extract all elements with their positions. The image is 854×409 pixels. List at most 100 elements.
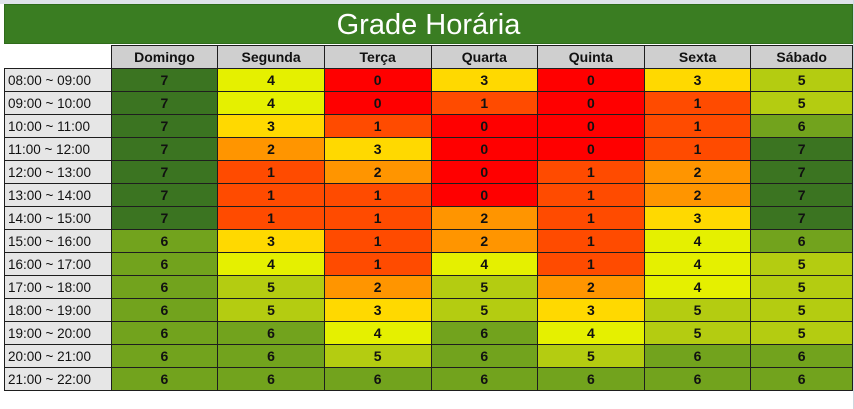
availability-cell[interactable]: 5 [643,298,752,322]
availability-cell[interactable]: 3 [217,229,325,253]
availability-cell[interactable]: 4 [217,91,325,115]
day-header-sexta[interactable]: Sexta [643,45,752,69]
availability-cell[interactable]: 0 [430,183,539,207]
availability-cell[interactable]: 5 [750,68,853,92]
availability-cell[interactable]: 1 [537,160,645,184]
time-slot-label[interactable]: 20:00 ~ 21:00 [4,344,112,368]
time-slot-label[interactable]: 11:00 ~ 12:00 [4,137,112,161]
availability-cell[interactable]: 6 [643,344,752,368]
availability-cell[interactable]: 5 [323,344,432,368]
availability-cell[interactable]: 3 [217,114,325,138]
availability-cell[interactable]: 7 [110,160,219,184]
time-slot-label[interactable]: 15:00 ~ 16:00 [4,229,112,253]
availability-cell[interactable]: 0 [537,137,645,161]
availability-cell[interactable]: 5 [430,275,539,299]
availability-cell[interactable]: 6 [537,367,645,391]
availability-cell[interactable]: 6 [110,252,219,276]
availability-cell[interactable]: 2 [643,160,752,184]
day-header-domingo[interactable]: Domingo [110,45,219,69]
day-header-segunda[interactable]: Segunda [217,45,325,69]
availability-cell[interactable]: 6 [750,367,853,391]
availability-cell[interactable]: 2 [323,160,432,184]
availability-cell[interactable]: 7 [110,137,219,161]
availability-cell[interactable]: 0 [430,160,539,184]
availability-cell[interactable]: 1 [217,206,325,230]
availability-cell[interactable]: 2 [537,275,645,299]
availability-cell[interactable]: 6 [323,367,432,391]
time-slot-label[interactable]: 12:00 ~ 13:00 [4,160,112,184]
availability-cell[interactable]: 6 [110,321,219,345]
availability-cell[interactable]: 1 [323,229,432,253]
availability-cell[interactable]: 5 [750,252,853,276]
availability-cell[interactable]: 4 [430,252,539,276]
availability-cell[interactable]: 6 [643,367,752,391]
availability-cell[interactable]: 1 [323,183,432,207]
availability-cell[interactable]: 0 [323,91,432,115]
availability-cell[interactable]: 1 [430,91,539,115]
time-slot-label[interactable]: 16:00 ~ 17:00 [4,252,112,276]
corner-cell[interactable] [4,45,112,69]
availability-cell[interactable]: 1 [537,229,645,253]
time-slot-label[interactable]: 17:00 ~ 18:00 [4,275,112,299]
availability-cell[interactable]: 7 [110,68,219,92]
availability-cell[interactable]: 5 [750,321,853,345]
availability-cell[interactable]: 7 [750,206,853,230]
availability-cell[interactable]: 6 [217,367,325,391]
availability-cell[interactable]: 7 [750,183,853,207]
availability-cell[interactable]: 0 [323,68,432,92]
availability-cell[interactable]: 6 [217,321,325,345]
availability-cell[interactable]: 0 [430,114,539,138]
time-slot-label[interactable]: 08:00 ~ 09:00 [4,68,112,92]
availability-cell[interactable]: 3 [643,68,752,92]
availability-cell[interactable]: 7 [110,114,219,138]
availability-cell[interactable]: 2 [217,137,325,161]
availability-cell[interactable]: 3 [323,298,432,322]
availability-cell[interactable]: 1 [323,206,432,230]
availability-cell[interactable]: 1 [323,252,432,276]
availability-cell[interactable]: 2 [323,275,432,299]
availability-cell[interactable]: 6 [110,298,219,322]
availability-cell[interactable]: 5 [643,321,752,345]
day-header-quinta[interactable]: Quinta [537,45,645,69]
availability-cell[interactable]: 6 [750,344,853,368]
availability-cell[interactable]: 1 [217,183,325,207]
availability-cell[interactable]: 6 [750,229,853,253]
availability-cell[interactable]: 4 [217,68,325,92]
availability-cell[interactable]: 6 [110,229,219,253]
availability-cell[interactable]: 5 [217,275,325,299]
time-slot-label[interactable]: 18:00 ~ 19:00 [4,298,112,322]
availability-cell[interactable]: 3 [643,206,752,230]
availability-cell[interactable]: 5 [430,298,539,322]
availability-cell[interactable]: 6 [430,344,539,368]
time-slot-label[interactable]: 14:00 ~ 15:00 [4,206,112,230]
availability-cell[interactable]: 4 [323,321,432,345]
availability-cell[interactable]: 5 [750,275,853,299]
availability-cell[interactable]: 1 [643,137,752,161]
time-slot-label[interactable]: 13:00 ~ 14:00 [4,183,112,207]
day-header-quarta[interactable]: Quarta [430,45,539,69]
availability-cell[interactable]: 7 [110,91,219,115]
availability-cell[interactable]: 1 [323,114,432,138]
availability-cell[interactable]: 6 [430,321,539,345]
day-header-terca[interactable]: Terça [323,45,432,69]
availability-cell[interactable]: 7 [750,137,853,161]
availability-cell[interactable]: 5 [537,344,645,368]
time-slot-label[interactable]: 10:00 ~ 11:00 [4,114,112,138]
availability-cell[interactable]: 6 [110,367,219,391]
day-header-sabado[interactable]: Sábado [750,45,853,69]
availability-cell[interactable]: 6 [217,344,325,368]
availability-cell[interactable]: 0 [537,114,645,138]
availability-cell[interactable]: 4 [643,275,752,299]
availability-cell[interactable]: 0 [537,68,645,92]
availability-cell[interactable]: 0 [537,91,645,115]
availability-cell[interactable]: 1 [643,114,752,138]
availability-cell[interactable]: 3 [537,298,645,322]
availability-cell[interactable]: 7 [110,183,219,207]
availability-cell[interactable]: 7 [110,206,219,230]
availability-cell[interactable]: 0 [430,137,539,161]
availability-cell[interactable]: 6 [110,275,219,299]
availability-cell[interactable]: 5 [750,298,853,322]
time-slot-label[interactable]: 21:00 ~ 22:00 [4,367,112,391]
sheet-title-cell[interactable]: Grade Horária [4,4,853,44]
availability-cell[interactable]: 2 [643,183,752,207]
